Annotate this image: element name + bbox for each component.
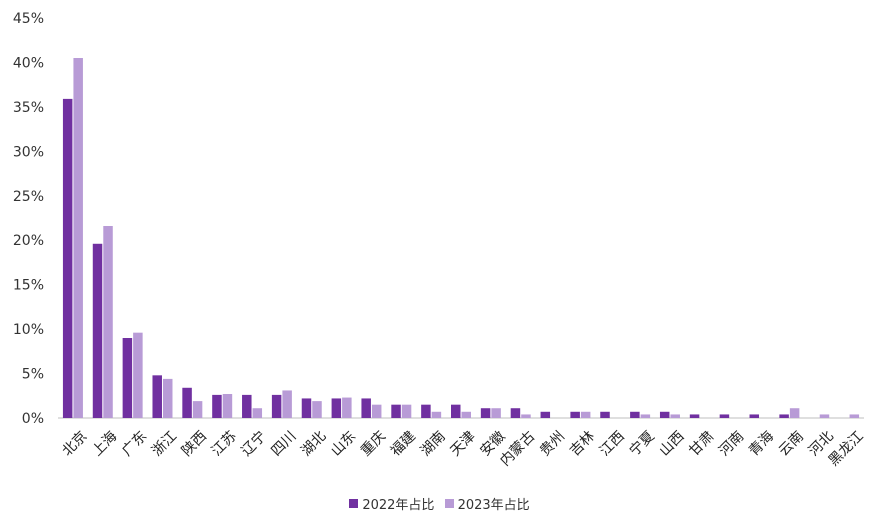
bar-2023 [342,397,352,418]
category-labels: 北京上海广东浙江陕西江苏辽宁四川湖北山东重庆福建湖南天津安徽内蒙古贵州吉林江西宁… [59,428,866,470]
y-tick-label: 10% [13,322,44,338]
bar-2022 [182,387,192,418]
legend-label-2023: 2023年占比 [457,498,530,513]
x-category-label: 内蒙古 [497,428,538,469]
bar-2022 [659,411,670,418]
bar-2023 [252,408,263,418]
bar-2023 [103,226,113,418]
bar-2022 [331,398,342,418]
x-category-label: 广东 [119,428,150,459]
x-category-label: 云南 [776,428,807,459]
y-tick-label: 25% [13,189,44,205]
x-category-label: 河南 [716,428,747,459]
bar-2023 [819,414,830,418]
bar-2023 [73,58,83,418]
bar-2022 [122,338,133,418]
bar-2023 [521,414,531,418]
bar-2022 [271,394,282,418]
x-category-label: 山西 [656,428,687,459]
bar-2022 [361,398,371,418]
bar-2022 [152,375,162,418]
x-category-label: 福建 [388,428,419,459]
bar-2022 [421,404,431,418]
bar-2022 [749,414,760,418]
x-category-label: 宁夏 [626,428,658,460]
bar-2023 [222,394,233,418]
bars [62,58,860,418]
legend-label-2022: 2022年占比 [362,498,435,513]
bar-2022 [570,411,580,418]
x-category-label: 江西 [597,428,628,459]
x-category-label: 山东 [328,428,359,459]
y-tick-label: 5% [22,367,44,383]
bar-2022 [779,414,789,418]
bar-2022 [510,408,521,418]
bar-2023 [162,378,173,418]
bar-2023 [431,411,442,418]
bar-2022 [630,411,640,418]
bar-2023 [312,401,322,418]
y-tick-label: 45% [13,11,44,27]
x-category-label: 四川 [268,428,299,459]
x-category-label: 陕西 [179,428,210,459]
x-category-label: 吉林 [567,428,598,459]
bar-2022 [212,394,222,418]
bar-2023 [670,414,680,418]
bar-2022 [92,243,103,418]
x-category-label: 上海 [89,428,120,459]
x-category-label: 青海 [746,428,777,459]
bar-2023 [580,411,591,418]
x-category-label: 重庆 [358,428,389,459]
bar-2023 [401,404,412,418]
bar-2023 [789,408,800,418]
bar-2023 [640,414,651,418]
y-tick-label: 15% [13,278,44,294]
y-tick-label: 20% [13,233,44,249]
y-tick-label: 0% [22,411,44,427]
bar-2022 [719,414,730,418]
x-category-label: 浙江 [149,428,180,459]
bar-2022 [689,414,700,418]
y-axis-ticks: 0% 5% 10% 15% 20% 25% 30% 35% 40% 45% [13,11,44,427]
bar-2022 [600,411,610,418]
bar-2023 [849,414,860,418]
bar-2022 [540,411,551,418]
y-tick-label: 30% [13,144,44,160]
bar-2023 [371,404,382,418]
bar-2022 [391,404,401,418]
bar-2023 [461,411,471,418]
x-category-label: 黑龙江 [826,428,867,469]
legend-swatch-2023 [444,499,454,508]
x-category-label: 湖南 [418,428,449,459]
x-category-label: 北京 [59,428,90,459]
legend-swatch-2022 [349,499,359,508]
bar-2022 [62,98,73,418]
bar-2022 [301,398,312,418]
bar-2023 [133,332,143,418]
bar-2022 [480,408,491,418]
legend: 2022年占比 2023年占比 [0,494,879,513]
x-category-label: 甘肃 [686,428,717,459]
x-category-label: 贵州 [537,428,568,459]
bar-2023 [282,390,292,418]
bar-2023 [491,408,501,418]
y-tick-label: 40% [13,55,44,71]
x-category-label: 辽宁 [238,428,270,460]
bar-2022 [242,394,252,418]
bar-2023 [192,401,203,418]
bar-2022 [451,404,461,418]
x-category-label: 江苏 [209,428,240,459]
x-category-label: 天津 [447,428,478,459]
x-category-label: 湖北 [298,428,329,459]
legend-item-2023: 2023年占比 [444,494,530,513]
y-tick-label: 35% [13,100,44,116]
legend-item-2022: 2022年占比 [349,494,434,513]
